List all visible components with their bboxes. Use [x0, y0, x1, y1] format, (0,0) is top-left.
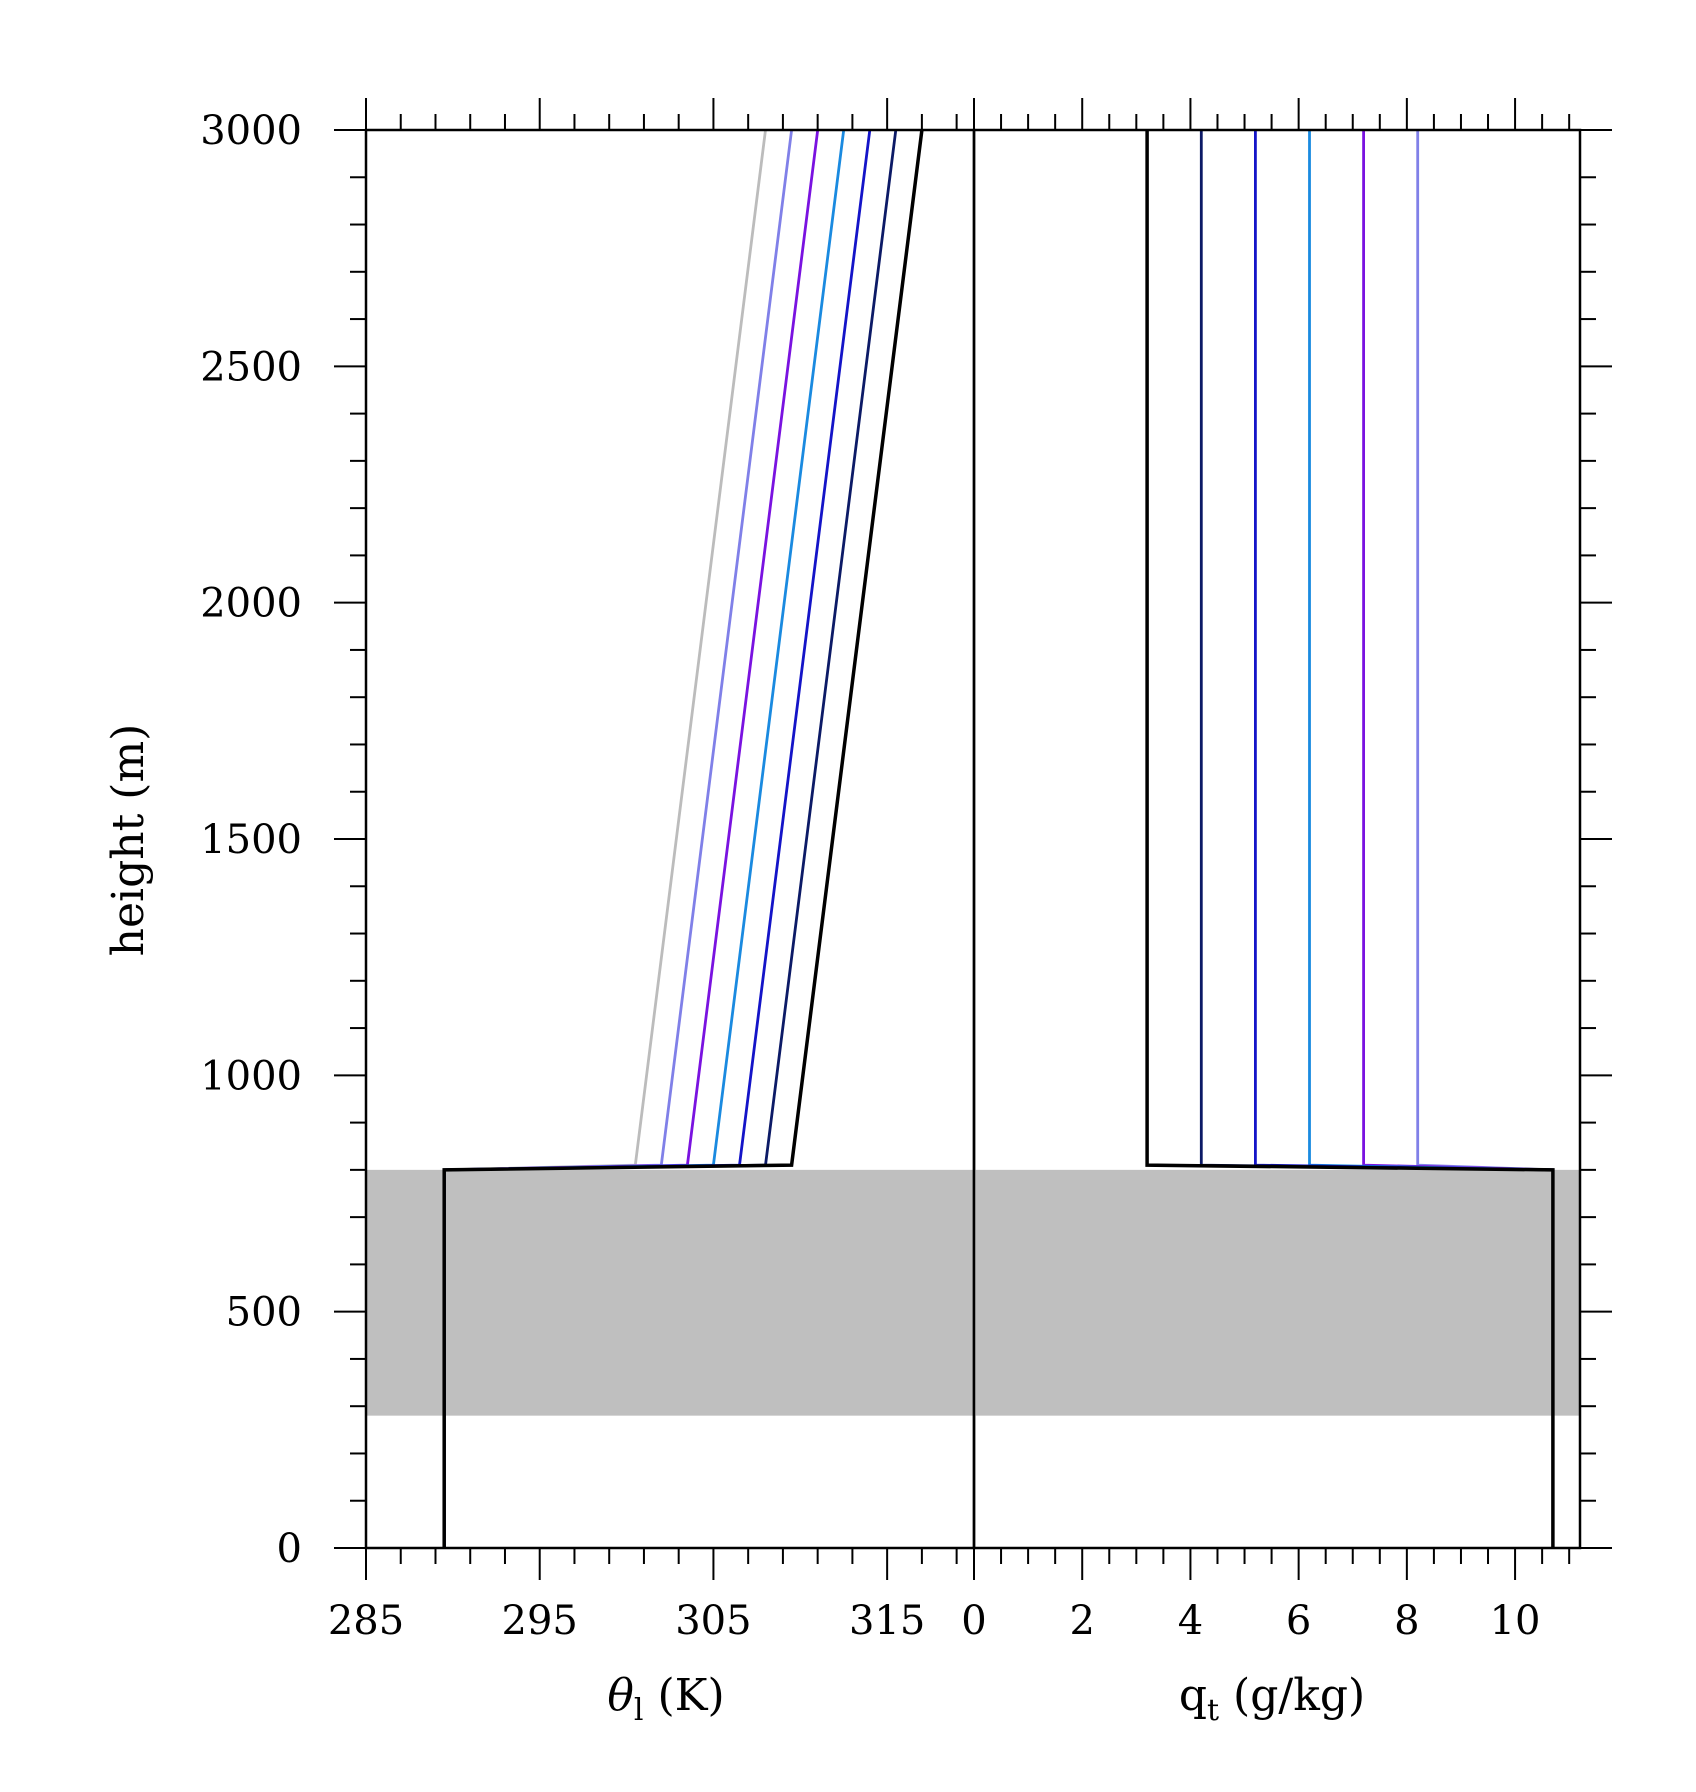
qt-subscript: t: [1207, 1693, 1219, 1728]
qt-panel: 0 2 4 6 8 10: [961, 98, 1612, 1644]
qt-x-tick-label: 4: [1178, 1598, 1203, 1644]
y-axis-title: height (m): [103, 724, 154, 957]
x-axis-title-qt: qt (g/kg): [1179, 1670, 1365, 1728]
theta-series-line-1: [442, 129, 924, 1548]
qt-series-line-1: [1145, 130, 1555, 1548]
y-tick-label: 2000: [200, 581, 302, 627]
y-tick-label: 1000: [200, 1053, 302, 1099]
y-tick-label: 3000: [200, 108, 302, 154]
qt-symbol: q: [1179, 1670, 1207, 1721]
qt-x-tick-label: 6: [1286, 1598, 1311, 1644]
qt-x-tick-label: 8: [1394, 1598, 1419, 1644]
theta-panel: 285 295 305 315 0 500 1000 1500 2000 2500 3000: [200, 98, 976, 1644]
y-tick-label: 2500: [200, 344, 302, 390]
y-tick-label: 0: [277, 1526, 302, 1572]
qt-shaded-band: [974, 1169, 1580, 1416]
theta-x-tick-label: 295: [502, 1598, 578, 1644]
qt-x-tick-label: 0: [961, 1598, 986, 1644]
qt-x-tick-label: 10: [1490, 1598, 1541, 1644]
qt-x-tick-label: 2: [1069, 1598, 1094, 1644]
y-tick-label: 500: [226, 1290, 302, 1336]
theta-x-tick-label: 305: [675, 1598, 751, 1644]
y-tick-label: 1500: [200, 817, 302, 863]
x-axis-title-theta: θl (K): [607, 1670, 724, 1728]
theta-subscript: l: [634, 1693, 644, 1728]
theta-unit: (K): [643, 1670, 724, 1721]
theta-x-tick-label: 285: [328, 1598, 404, 1644]
theta-x-tick-label: 315: [849, 1598, 925, 1644]
theta-symbol: θ: [607, 1670, 634, 1721]
theta-shaded-band: [366, 1169, 974, 1416]
qt-unit: (g/kg): [1219, 1670, 1365, 1721]
